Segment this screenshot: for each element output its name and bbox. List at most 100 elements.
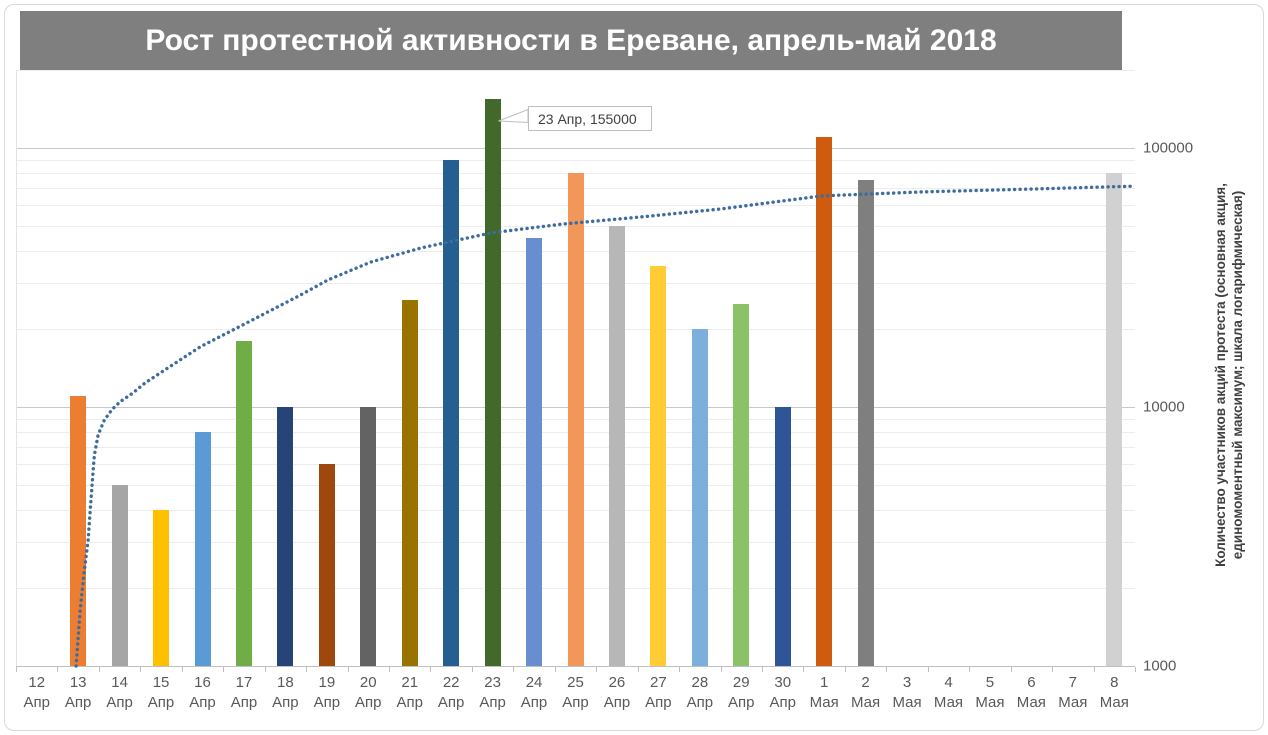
x-tick-label-line: 23 — [484, 674, 501, 691]
x-tick-label-line: 27 — [650, 674, 667, 691]
x-axis-category-tick — [1010, 667, 1012, 672]
x-tick-label-line: Апр — [562, 694, 589, 711]
x-tick-label-line: Апр — [230, 694, 258, 711]
x-tick-label-line: Мая — [892, 694, 922, 711]
x-tick-label-1-мая: 1 Мая — [803, 673, 844, 713]
plot-left-border — [16, 70, 17, 666]
x-tick-label-15-апр: 15 Апр — [140, 673, 181, 713]
x-tick-label-line: 30 — [774, 674, 792, 691]
bar-19-апр — [318, 464, 335, 666]
x-tick-label-line: 25 — [567, 674, 584, 691]
x-axis-category-tick — [306, 667, 308, 672]
x-tick-label-line: 17 — [235, 674, 253, 691]
bar-14-апр — [111, 484, 128, 666]
x-tick-label-line: Мая — [1058, 694, 1088, 711]
x-tick-label-line: 13 — [69, 674, 87, 691]
x-tick-label-line: Мая — [933, 694, 964, 711]
data-label-annotation: 23 Апр, 155000 — [528, 106, 652, 131]
x-axis-line — [16, 666, 1135, 667]
x-tick-label-12-апр: 12 Апр — [16, 673, 57, 713]
x-axis-category-tick — [886, 667, 888, 672]
x-tick-label-4-мая: 4 Мая — [928, 673, 969, 713]
x-tick-label-16-апр: 16 Апр — [182, 673, 223, 713]
x-tick-label-line: 15 — [152, 674, 170, 691]
x-axis-category-tick — [596, 667, 598, 672]
x-tick-label-line: 14 — [111, 674, 128, 691]
x-tick-label-line: 29 — [732, 674, 750, 691]
x-tick-label-13-апр: 13 Апр — [57, 673, 98, 713]
x-tick-label-21-апр: 21 Апр — [389, 673, 430, 713]
x-tick-label-26-апр: 26 Апр — [596, 673, 637, 713]
x-tick-label-22-апр: 22 Апр — [430, 673, 471, 713]
bar-27-апр — [650, 266, 667, 666]
x-tick-label-14-апр: 14 Апр — [99, 673, 140, 713]
x-tick-label-line: 7 — [1068, 674, 1077, 691]
x-tick-label-line: 8 — [1110, 674, 1119, 691]
x-axis-category-tick — [347, 667, 349, 672]
x-tick-label-line: 5 — [985, 674, 995, 691]
x-axis-category-tick — [98, 667, 100, 672]
x-tick-label-line: 24 — [525, 674, 543, 691]
x-tick-label-6-мая: 6 Мая — [1011, 673, 1052, 713]
x-tick-label-25-апр: 25 Апр — [555, 673, 596, 713]
y-axis-title: Количество участников акций протеста (ос… — [1212, 95, 1252, 655]
y-axis-tick-label-1000: 1000 — [1143, 657, 1177, 675]
x-axis-category-tick — [140, 667, 142, 672]
x-axis-category-tick — [1093, 667, 1095, 672]
x-tick-label-line: Апр — [603, 694, 631, 711]
x-tick-label-line: Апр — [479, 694, 506, 711]
x-tick-label-line: Мая — [1099, 694, 1129, 711]
x-tick-label-5-мая: 5 Мая — [969, 673, 1010, 713]
x-tick-label-line: Апр — [396, 694, 423, 711]
bar-30-апр — [774, 407, 791, 666]
bar-18-апр — [277, 407, 294, 666]
x-tick-label-line: Апр — [23, 694, 50, 711]
x-axis-category-tick — [16, 667, 17, 672]
x-tick-label-line: 4 — [944, 674, 953, 691]
x-axis-category-tick — [637, 667, 639, 672]
x-tick-label-line: 19 — [318, 674, 336, 691]
x-tick-label-line: 20 — [359, 674, 377, 691]
x-axis-category-tick — [720, 667, 722, 672]
bar-8-мая — [1106, 173, 1123, 666]
x-axis-category-tick — [844, 667, 846, 672]
x-tick-label-line: 18 — [277, 674, 294, 691]
major-gridline-100000 — [16, 148, 1135, 149]
x-tick-label-line: Мая — [851, 694, 881, 711]
x-tick-label-23-апр: 23 Апр — [472, 673, 513, 713]
x-tick-label-line: Апр — [437, 694, 465, 711]
bar-20-апр — [360, 407, 377, 666]
bar-25-апр — [567, 173, 584, 666]
x-axis-category-tick — [181, 667, 183, 672]
bar-24-апр — [526, 237, 543, 666]
x-axis-category-tick — [389, 667, 390, 672]
x-axis-category-tick — [762, 667, 763, 672]
x-tick-label-8-мая: 8 Мая — [1094, 673, 1135, 713]
x-axis-category-tick — [513, 667, 515, 672]
x-tick-label-line: 28 — [691, 674, 709, 691]
x-tick-label-line: Апр — [645, 694, 672, 711]
x-tick-label-line: Апр — [106, 694, 133, 711]
chart-title: Рост протестной активности в Ереване, ап… — [145, 23, 997, 57]
x-axis-category-tick — [679, 667, 681, 672]
x-axis-category-tick — [471, 667, 473, 672]
x-tick-label-2-мая: 2 Мая — [845, 673, 886, 713]
x-tick-label-3-мая: 3 Мая — [886, 673, 927, 713]
x-tick-label-17-апр: 17 Апр — [223, 673, 264, 713]
x-tick-label-line: 1 — [819, 674, 829, 691]
bar-2-мая — [857, 180, 874, 666]
minor-gridline-200000 — [16, 70, 1135, 72]
x-tick-label-line: Апр — [520, 694, 548, 711]
x-axis-category-tick — [803, 667, 805, 672]
y-axis-title-line1: Количество участников акций протеста (ос… — [1213, 183, 1228, 567]
bar-13-апр — [70, 396, 87, 666]
x-tick-label-29-апр: 29 Апр — [721, 673, 762, 713]
bar-1-мая — [816, 137, 833, 666]
y-axis-tick-label-100000: 100000 — [1143, 139, 1194, 157]
x-tick-label-line: Апр — [728, 694, 755, 711]
x-tick-label-line: Апр — [355, 694, 382, 711]
bar-26-апр — [608, 225, 625, 666]
x-tick-label-30-апр: 30 Апр — [762, 673, 803, 713]
x-tick-label-line: Апр — [189, 694, 216, 711]
